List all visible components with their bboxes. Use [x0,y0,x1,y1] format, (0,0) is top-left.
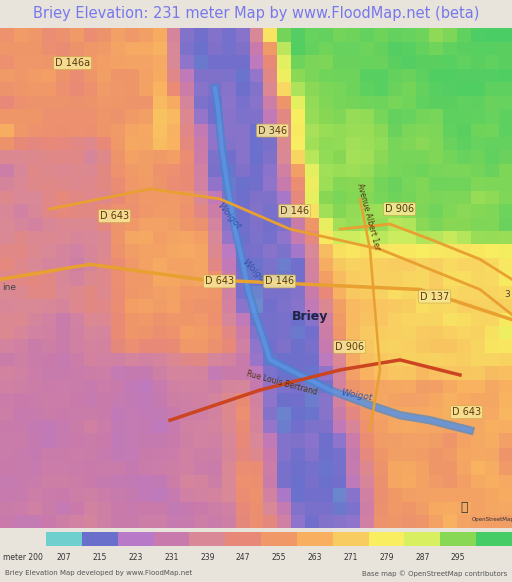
Text: D 906: D 906 [385,204,414,214]
Text: D 146: D 146 [280,206,309,216]
Bar [404,531,440,546]
Bar [476,531,512,546]
Text: 271: 271 [344,553,358,562]
Bar [225,531,261,546]
Text: 231: 231 [164,553,179,562]
Text: 223: 223 [129,553,143,562]
Text: Base map © OpenStreetMap contributors: Base map © OpenStreetMap contributors [361,570,507,577]
Text: 🔍: 🔍 [460,501,467,514]
Bar [82,531,118,546]
Text: ine: ine [2,283,16,292]
Text: 239: 239 [200,553,215,562]
Text: Woigot: Woigot [340,388,373,402]
Bar [261,531,297,546]
Text: Woigot: Woigot [215,201,242,231]
Text: Rue Louis Bertrand: Rue Louis Bertrand [245,370,318,397]
Text: Woigot: Woigot [240,258,269,286]
Text: D 146a: D 146a [55,58,90,68]
Text: D 906: D 906 [335,342,364,352]
Text: Briey Elevation Map developed by www.FloodMap.net: Briey Elevation Map developed by www.Flo… [5,570,193,576]
Text: Avenue Albert 1er: Avenue Albert 1er [355,182,381,251]
Text: Briey Elevation: 231 meter Map by www.FloodMap.net (beta): Briey Elevation: 231 meter Map by www.Fl… [33,6,479,22]
Text: D 643: D 643 [205,276,234,286]
Text: 247: 247 [236,553,250,562]
Bar [297,531,333,546]
Text: D 643: D 643 [452,407,481,417]
Text: 295: 295 [451,553,465,562]
Text: D 643: D 643 [100,211,129,221]
Bar [440,531,476,546]
Bar [118,531,154,546]
Bar [154,531,189,546]
Text: 3: 3 [504,290,510,299]
Text: 263: 263 [308,553,322,562]
Text: 287: 287 [415,553,430,562]
Text: 279: 279 [379,553,394,562]
Bar [189,531,225,546]
Text: D 146: D 146 [265,276,294,286]
Text: Briey: Briey [292,310,328,322]
Text: 255: 255 [272,553,286,562]
Bar [369,531,404,546]
Text: D 346: D 346 [258,126,287,136]
Text: D 137: D 137 [420,292,449,301]
Text: meter 200: meter 200 [3,553,42,562]
Text: 207: 207 [57,553,71,562]
Text: 215: 215 [93,553,107,562]
Bar [46,531,82,546]
Text: OpenStreetMap: OpenStreetMap [472,517,512,522]
Bar [333,531,369,546]
